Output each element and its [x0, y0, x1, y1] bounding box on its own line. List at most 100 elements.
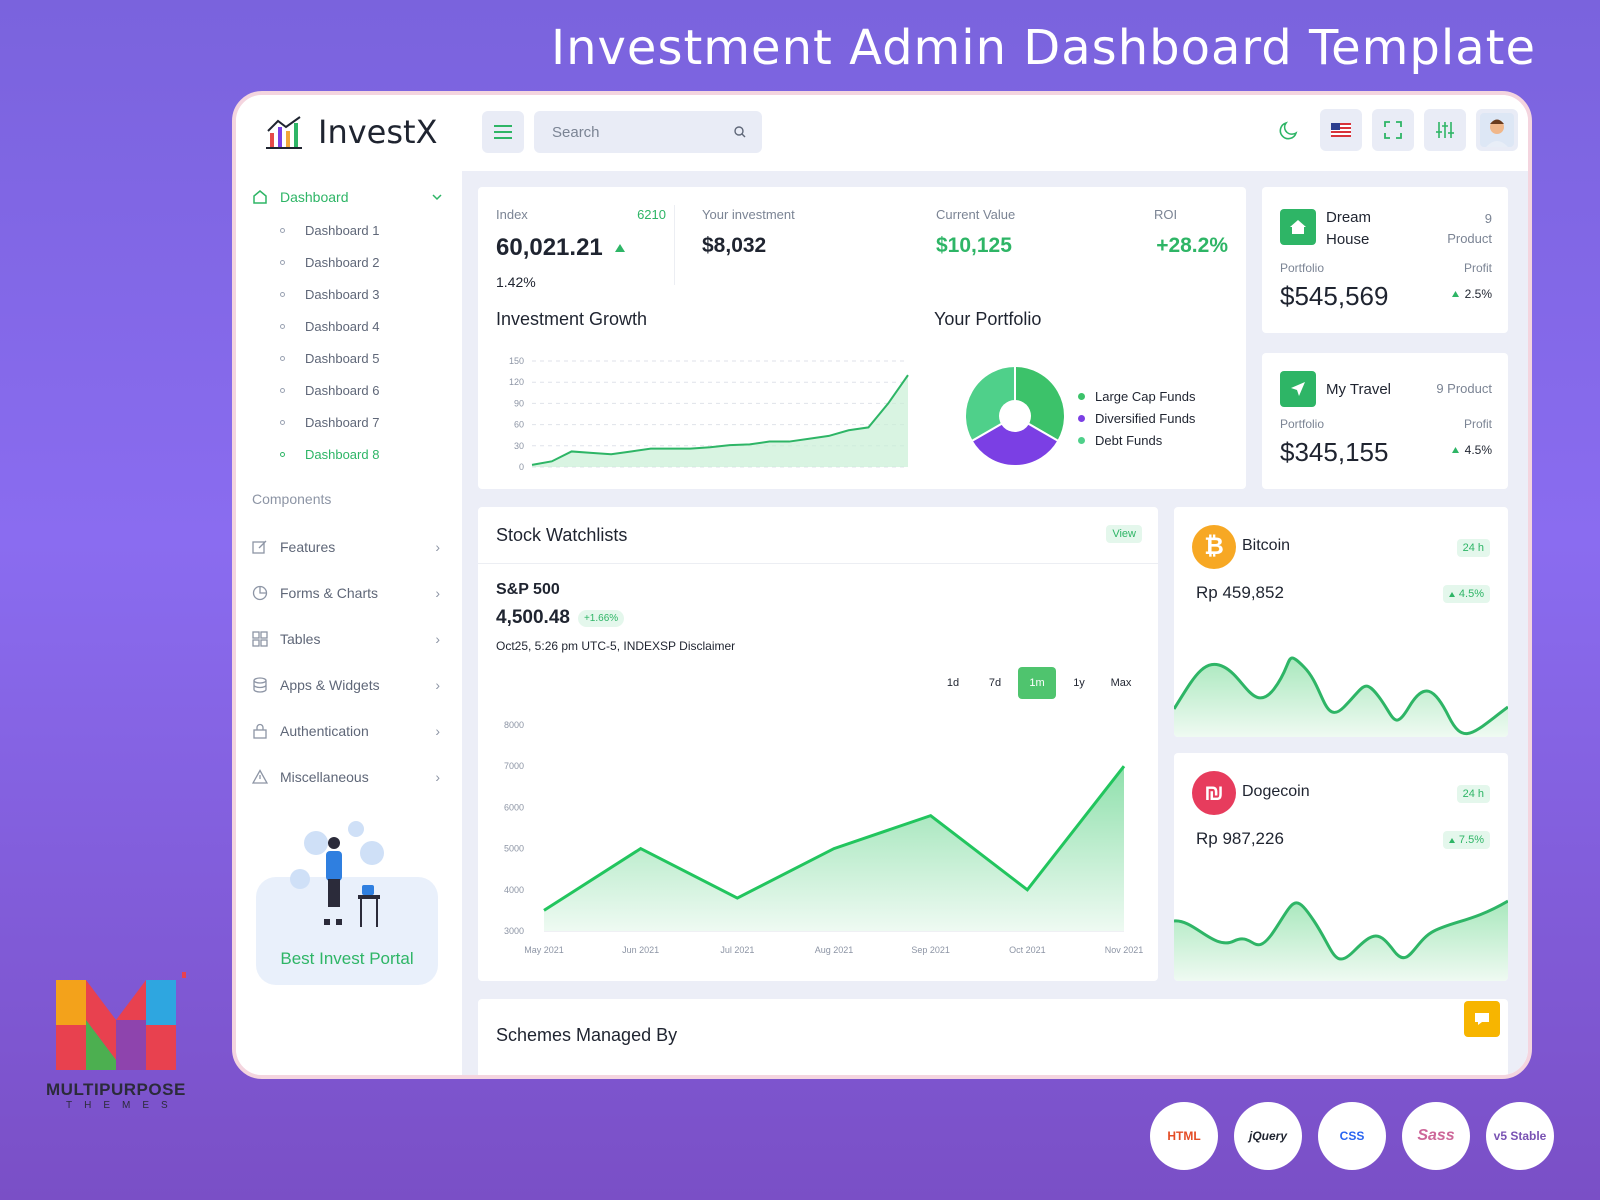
- grid-icon: [252, 631, 268, 647]
- settings-button[interactable]: [1424, 109, 1466, 151]
- growth-title: Investment Growth: [496, 309, 648, 329]
- stock-change-badge: +1.66%: [577, 609, 625, 627]
- sidebar-item-dashboard[interactable]: Dashboard: [252, 189, 442, 205]
- roi-stat: ROI +28.2%: [1148, 207, 1228, 258]
- y-tick-label: 7000: [504, 761, 524, 771]
- dogecoin-change-badge: 7.5%: [1442, 831, 1490, 849]
- y-tick-label: 60: [514, 420, 524, 430]
- sidebar-item-miscellaneous[interactable]: Miscellaneous ›: [252, 769, 440, 785]
- promo-card[interactable]: [256, 877, 438, 985]
- user-avatar[interactable]: [1476, 109, 1518, 151]
- my-travel-card[interactable]: My Travel 9 Product Portfolio Profit $34…: [1262, 353, 1508, 489]
- legend-item: Large Cap Funds: [1078, 389, 1195, 404]
- sidebar-subitem-dashboard-8[interactable]: Dashboard 8: [280, 447, 379, 462]
- plane-icon: [1280, 371, 1316, 407]
- legend-item: Diversified Funds: [1078, 411, 1195, 426]
- x-tick-label: Jun 2021: [622, 945, 659, 955]
- range-tab-1y[interactable]: 1y: [1073, 677, 1085, 689]
- roi-value: +28.2%: [1156, 234, 1228, 257]
- current-value-stat: Current Value $10,125: [936, 207, 1015, 258]
- divider: [478, 563, 1158, 564]
- profit-label: Profit: [1463, 417, 1492, 431]
- dogecoin-price: Rp 987,226: [1196, 829, 1284, 848]
- badge-label: Sass: [1417, 1127, 1455, 1144]
- stock-meta: Oct25, 5:26 pm UTC-5, INDEXSP Disclaimer: [496, 639, 736, 653]
- sidebar-item-forms-charts[interactable]: Forms & Charts ›: [252, 585, 440, 601]
- language-button[interactable]: [1320, 109, 1362, 151]
- schemes-title: Schemes Managed By: [496, 1025, 678, 1045]
- x-tick-label: Sep 2021: [911, 945, 950, 955]
- sidebar-subitem-dashboard-5[interactable]: Dashboard 5: [280, 351, 379, 366]
- promo-label[interactable]: Best Invest Portal: [280, 949, 414, 968]
- multipurpose-themes-logo-icon: [56, 972, 186, 1070]
- range-tab-1m[interactable]: 1m: [1018, 667, 1056, 699]
- app-logo[interactable]: InvestX: [266, 113, 437, 151]
- bitcoin-card[interactable]: ₿ Bitcoin 24 h Rp 459,852 4.5%: [1174, 507, 1508, 737]
- y-tick-label: 8000: [504, 720, 524, 730]
- current-value: $10,125: [936, 234, 1012, 257]
- range-tab-7d[interactable]: 7d: [988, 677, 1002, 689]
- bitcoin-sparkline: [1174, 656, 1508, 737]
- arrow-up-icon: [1448, 837, 1455, 843]
- range-tab-1d[interactable]: 1d: [946, 677, 960, 689]
- index-value: 60,021.21: [496, 234, 603, 261]
- dogecoin-card[interactable]: ₪ Dogecoin 24 h Rp 987,226 7.5%: [1174, 753, 1508, 981]
- chat-button[interactable]: [1464, 1001, 1500, 1037]
- moon-icon: [1279, 121, 1298, 140]
- sidebar-item-authentication[interactable]: Authentication ›: [252, 723, 440, 739]
- bullet-icon: [280, 228, 285, 233]
- schemes-card: Schemes Managed By: [478, 999, 1508, 1075]
- sidebar-subitem-dashboard-3[interactable]: Dashboard 3: [280, 287, 379, 302]
- subitem-label: Dashboard 5: [305, 351, 380, 366]
- sidebar-subitem-dashboard-4[interactable]: Dashboard 4: [280, 319, 379, 334]
- sidebar: Dashboard Dashboard 1 Dashboard 2 Dashbo…: [236, 171, 462, 1075]
- sidebar-item-label: Tables: [280, 631, 321, 647]
- legend-dot-icon: [1078, 393, 1085, 400]
- sidebar-subitem-dashboard-6[interactable]: Dashboard 6: [280, 383, 379, 398]
- card-title-line: Dream: [1326, 209, 1372, 226]
- css3-badge: CSS: [1318, 1102, 1386, 1170]
- chevron-right-icon: ›: [435, 585, 440, 601]
- dogecoin-sparkline: [1174, 899, 1508, 981]
- search-input[interactable]: Search: [534, 111, 762, 153]
- stock-symbol: S&P 500: [496, 581, 560, 598]
- sidebar-item-tables[interactable]: Tables ›: [252, 631, 440, 647]
- subitem-label: Dashboard 2: [305, 255, 380, 270]
- dream-house-card[interactable]: Dream House 9 Product Portfolio Profit $…: [1262, 187, 1508, 333]
- fullscreen-button[interactable]: [1372, 109, 1414, 151]
- card-title-line: House: [1326, 231, 1370, 248]
- sidebar-item-apps-widgets[interactable]: Apps & Widgets ›: [252, 677, 440, 693]
- arrow-up-icon: [1448, 591, 1455, 597]
- current-value-label: Current Value: [936, 207, 1016, 222]
- chevron-right-icon: ›: [435, 723, 440, 739]
- product-label: Product: [1447, 231, 1492, 246]
- range-tab-max[interactable]: Max: [1110, 677, 1132, 689]
- sidebar-item-label: Features: [280, 539, 336, 555]
- main-content: Index 6210 60,021.21 1.42% Your investme…: [462, 171, 1528, 1075]
- hamburger-icon: [494, 125, 512, 139]
- search-icon[interactable]: [734, 126, 746, 138]
- badge-label: CSS: [1339, 1129, 1365, 1143]
- investment-value: $8,032: [702, 234, 767, 257]
- arrow-up-icon: [1451, 291, 1459, 297]
- investment-label: Your investment: [702, 207, 795, 222]
- menu-toggle-button[interactable]: [482, 111, 524, 153]
- sidebar-subitem-dashboard-7[interactable]: Dashboard 7: [280, 415, 379, 430]
- dream-house-title: Dream House: [1326, 207, 1371, 251]
- y-tick-label: 6000: [504, 802, 524, 812]
- index-count: 6210: [637, 207, 666, 222]
- profit-label: Profit: [1463, 261, 1492, 275]
- sidebar-item-features[interactable]: Features ›: [252, 539, 440, 555]
- arrow-up-icon: [1451, 447, 1459, 453]
- bullet-icon: [280, 452, 285, 457]
- sidebar-subitem-dashboard-1[interactable]: Dashboard 1: [280, 223, 379, 238]
- database-icon: [253, 677, 267, 693]
- my-travel-title: My Travel: [1326, 381, 1392, 398]
- sidebar-subitem-dashboard-2[interactable]: Dashboard 2: [280, 255, 379, 270]
- legend-label: Debt Funds: [1095, 433, 1163, 448]
- growth-line: [531, 374, 909, 466]
- growth-area: [532, 375, 908, 467]
- theme-toggle-button[interactable]: [1268, 109, 1310, 151]
- y-tick-label: 90: [514, 398, 524, 408]
- view-button[interactable]: View: [1106, 525, 1142, 543]
